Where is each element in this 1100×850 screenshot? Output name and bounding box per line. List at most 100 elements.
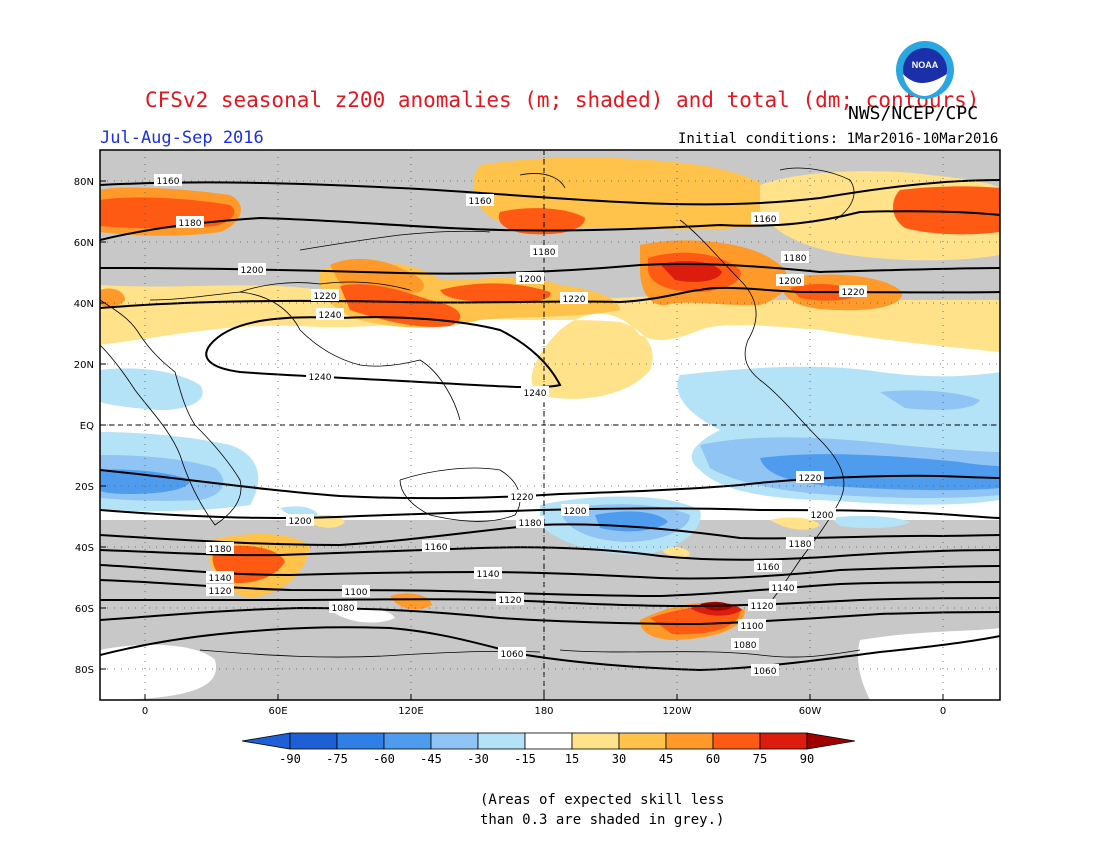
longitude-axis: 0 60E 120E 180 120W 60W 0 [142,694,946,717]
footnote-line-2: than 0.3 are shaded in grey.) [480,812,725,828]
contour-label-bg [516,516,544,528]
contour-label-bg [176,216,204,228]
contour-label: 1060 [501,650,524,660]
lon-tick-label: 120E [398,706,423,717]
lat-tick-label: 80S [75,665,94,676]
contour-label-bg [808,508,836,520]
contour-label: 1240 [319,311,342,321]
lat-tick-label: 60N [74,238,94,249]
contour-label: 1180 [179,219,202,229]
contour-label: 1220 [842,288,865,298]
org-label: NWS/NCEP/CPC [848,103,979,124]
contour-label-bg [796,471,824,483]
contour-label: 1200 [779,277,802,287]
colorbar-bin [289,732,338,750]
contour-label-bg [206,542,234,554]
contour-label-bg [786,537,814,549]
contour-label-bg [422,540,450,552]
contour-label: 1160 [754,215,777,225]
contour-label: 1200 [811,511,834,521]
colorbar-tick-label: -60 [373,752,395,766]
contour-label-bg [561,504,589,516]
high-latitude-white-patches [100,607,1000,700]
contour-label-bg [731,638,759,650]
contour-label: 1180 [533,248,556,258]
lat-tick-label: 60S [75,604,94,615]
contour-label-bg [496,593,524,605]
contour-label: 1180 [209,545,232,555]
contour-label-bg [738,619,766,631]
contour-label: 1180 [519,519,542,529]
contour-label: 1200 [564,507,587,517]
contour-label-bg [474,567,502,579]
colorbar-bin [477,732,526,750]
colorbar-bin [665,732,714,750]
contour-label-bg [342,585,370,597]
lon-tick-label: 60W [799,706,822,717]
contour-label-bg [521,386,549,398]
contour-label-bg [329,601,357,613]
contour-label: 1180 [789,540,812,550]
contour-label: 1100 [741,622,764,632]
contour-label: 1060 [754,667,777,677]
contour-labels: 1160 1160 1160 1180 1180 1180 1200 1200 1200 1220… [154,174,867,677]
contour-label: 1220 [511,493,534,503]
colorbar-bin [383,732,432,750]
continent-outlines [100,167,861,658]
contour-label-bg [306,370,334,382]
contour-label-bg [508,490,536,502]
colorbar-high-arrow [806,732,856,750]
colorbar-tick-label: 15 [565,752,579,766]
contour-label-bg [516,272,544,284]
contour-label: 1200 [241,266,264,276]
contour-label: 1120 [499,596,522,606]
colorbar-tick-label: -45 [420,752,442,766]
contour-label: 1160 [157,177,180,187]
contour-label: 1120 [209,587,232,597]
contour-label: 1220 [314,292,337,302]
contour-label-bg [776,274,804,286]
contour-label-bg [206,584,234,596]
contour-label: 1140 [772,584,795,594]
contour-label: 1200 [519,275,542,285]
initial-conditions: Initial conditions: 1Mar2016-10Mar2016 [678,131,999,147]
lon-tick-label: 0 [142,706,148,717]
contour-label-bg [560,292,588,304]
noaa-logo-text: NOAA [912,60,939,70]
colorbar-bin [430,732,479,750]
colorbar-tick-label: -75 [326,752,348,766]
colorbar-tick-label: 75 [753,752,767,766]
colorbar-tick-label: -90 [279,752,301,766]
lat-tick-label: 40S [75,543,94,554]
contour-label: 1140 [477,570,500,580]
footnote-line-1: (Areas of expected skill less [480,792,725,808]
colorbar-tick-label: 60 [706,752,720,766]
colorbar-bin [618,732,667,750]
contour-label-bg [206,571,234,583]
lat-tick-label: 40N [74,299,94,310]
colorbar-tick-label: -30 [467,752,489,766]
contour-label-bg [311,289,339,301]
lon-tick-label: 0 [940,706,946,717]
colorbar-tick-label: -15 [514,752,536,766]
contour-label: 1080 [734,641,757,651]
contour-label: 1180 [784,254,807,264]
lat-tick-label: 20S [75,482,94,493]
contour-label: 1160 [757,563,780,573]
contour-label-bg [154,174,182,186]
colorbar-bin [336,732,385,750]
contour-label-bg [748,599,776,611]
season-label: Jul-Aug-Sep 2016 [100,128,264,148]
contour-label-bg [754,560,782,572]
colorbar-bin [712,732,761,750]
contour-label-bg [498,647,526,659]
contour-label-bg [238,263,266,275]
contour-label: 1220 [799,474,822,484]
colorbar-low-arrow [241,732,291,750]
noaa-logo: NOAA [896,41,954,99]
contour-label: 1160 [469,197,492,207]
lat-tick-label: 80N [74,177,94,188]
contour-label-bg [781,251,809,263]
contour-label-bg [751,212,779,224]
